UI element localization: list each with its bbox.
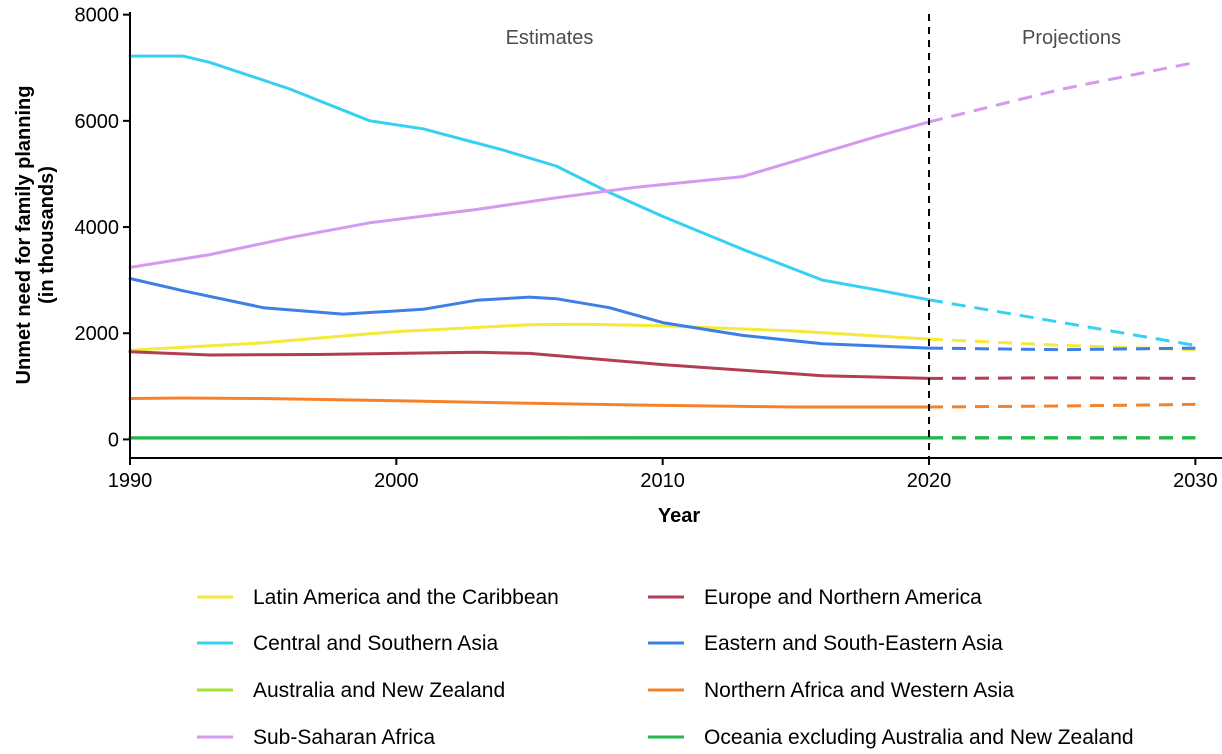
legend-label-sub-saharan-africa: Sub-Saharan Africa — [253, 726, 435, 749]
legend-item-australia-and-new-zealand: Australia and New Zealand — [197, 679, 505, 702]
x-tick-label-1990: 1990 — [108, 470, 153, 492]
series-line-eastern-and-south-eastern-asia-estimates — [130, 279, 929, 349]
series-line-sub-saharan-africa-projections — [929, 62, 1195, 122]
series-line-central-and-southern-asia-projections — [929, 300, 1195, 346]
series-line-eastern-and-south-eastern-asia-projections — [929, 348, 1195, 350]
series-line-europe-and-northern-america-projections — [929, 378, 1195, 379]
series-line-northern-africa-and-western-asia-estimates — [130, 398, 929, 407]
x-tick-label-2010: 2010 — [640, 470, 685, 492]
series-line-northern-africa-and-western-asia-projections — [929, 404, 1195, 407]
legend-item-latin-america-and-the-caribbean: Latin America and the Caribbean — [197, 586, 559, 609]
y-tick-label-6000: 6000 — [75, 111, 120, 133]
estimates-label: Estimates — [506, 27, 594, 49]
legend-item-northern-africa-and-western-asia: Northern Africa and Western Asia — [648, 679, 1014, 702]
y-tick-label-0: 0 — [108, 429, 119, 451]
y-axis-title: Unmet need for family planning (in thous… — [13, 86, 58, 385]
series-line-sub-saharan-africa-estimates — [130, 122, 929, 268]
x-axis-title: Year — [658, 505, 700, 527]
series-line-latin-america-and-the-caribbean-estimates — [130, 324, 929, 350]
series-line-europe-and-northern-america-estimates — [130, 352, 929, 379]
legend-label-oceania-excluding-australia-and-new-zealand: Oceania excluding Australia and New Zeal… — [704, 726, 1134, 749]
x-tick-label-2000: 2000 — [374, 470, 419, 492]
legend-label-europe-and-northern-america: Europe and Northern America — [704, 586, 982, 609]
series-line-central-and-southern-asia-estimates — [130, 56, 929, 300]
legend: Latin America and the Caribbean Europe an… — [197, 586, 1134, 749]
series-line-latin-america-and-the-caribbean-projections — [929, 339, 1195, 350]
legend-label-eastern-and-south-eastern-asia: Eastern and South-Eastern Asia — [704, 632, 1003, 655]
legend-item-oceania-excluding-australia-and-new-zealand: Oceania excluding Australia and New Zeal… — [648, 726, 1134, 749]
projections-label: Projections — [1022, 27, 1121, 49]
legend-label-northern-africa-and-western-asia: Northern Africa and Western Asia — [704, 679, 1014, 702]
y-ticks: 0 2000 4000 6000 8000 — [75, 5, 131, 452]
y-tick-label-8000: 8000 — [75, 5, 120, 27]
legend-label-latin-america-and-the-caribbean: Latin America and the Caribbean — [253, 586, 559, 609]
legend-label-australia-and-new-zealand: Australia and New Zealand — [253, 679, 505, 702]
legend-item-sub-saharan-africa: Sub-Saharan Africa — [197, 726, 435, 749]
legend-item-europe-and-northern-america: Europe and Northern America — [648, 586, 982, 609]
x-tick-label-2020: 2020 — [907, 470, 952, 492]
y-axis-title-line-1: Unmet need for family planning — [13, 86, 35, 385]
y-tick-label-2000: 2000 — [75, 323, 120, 345]
legend-item-central-and-southern-asia: Central and Southern Asia — [197, 632, 498, 655]
legend-label-central-and-southern-asia: Central and Southern Asia — [253, 632, 498, 655]
y-axis-title-line-2: (in thousands) — [36, 166, 58, 304]
x-tick-label-2030: 2030 — [1173, 470, 1218, 492]
legend-item-eastern-and-south-eastern-asia: Eastern and South-Eastern Asia — [648, 632, 1003, 655]
y-tick-label-4000: 4000 — [75, 217, 120, 239]
x-ticks: 1990 2000 2010 2020 2030 — [108, 458, 1218, 492]
plot-lines — [130, 56, 1195, 438]
